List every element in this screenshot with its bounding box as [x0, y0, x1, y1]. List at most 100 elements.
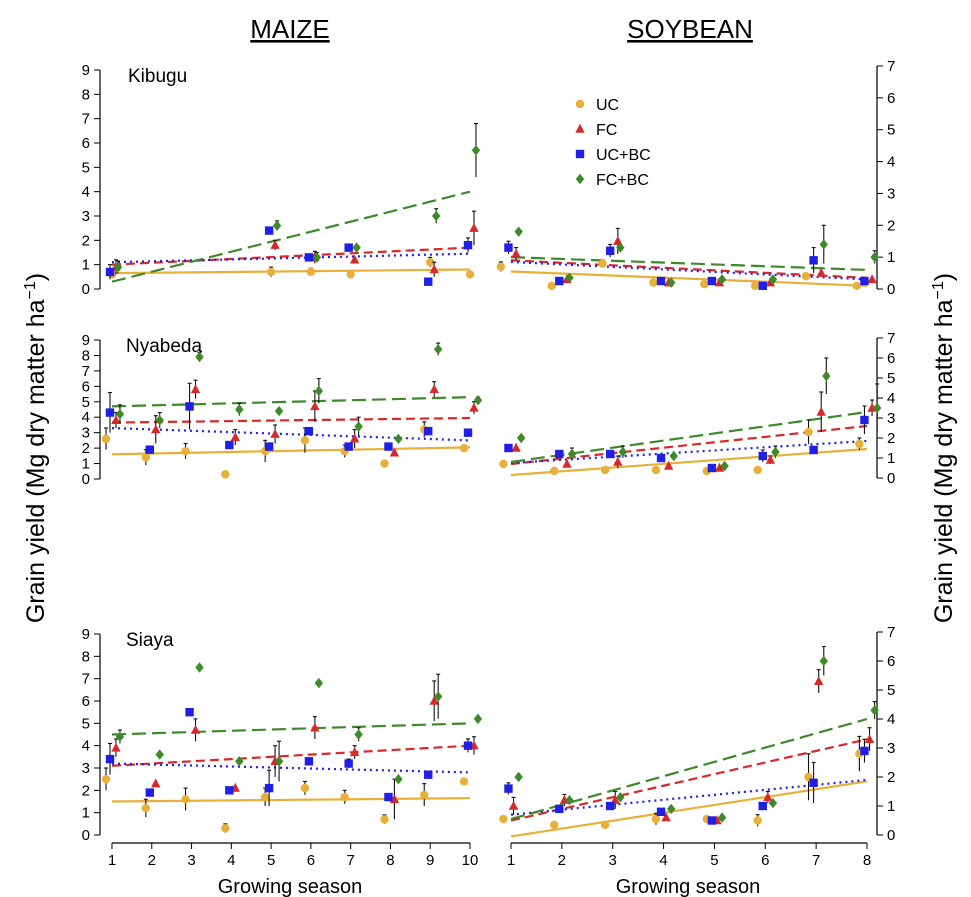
data-point-uc [496, 262, 506, 271]
y-tick-label: 1 [82, 805, 90, 822]
data-point-fc-plus-bc [870, 251, 879, 263]
data-point-uc-plus-bc [809, 778, 818, 787]
x-tick-label: 8 [863, 852, 871, 869]
trend-line-fc-plus-bc [111, 190, 471, 283]
data-point-fc [763, 792, 773, 801]
x-tick-label: 2 [558, 852, 566, 869]
x-tick-label: 4 [659, 852, 667, 869]
data-point-fc [511, 442, 521, 452]
data-point-fc-plus-bc [312, 252, 322, 263]
y-tick-label: 8 [82, 347, 90, 364]
x-tick-label: 7 [812, 852, 820, 869]
data-point-uc [459, 443, 469, 453]
data-point-fc [111, 415, 121, 425]
y-tick-label: 5 [887, 122, 895, 139]
data-point-uc-plus-bc [424, 770, 433, 779]
panel-soybean-kibugu: 0 1 2 3 4 5 6 7 [496, 58, 895, 298]
panel-maize-siaya: 0 1 2 3 4 5 6 7 8 9 1 2 3 4 5 6 7 8 9 10 Siaya [82, 626, 483, 869]
data-point-uc-plus-bc [463, 428, 473, 437]
panel-soybean-nyabeda: 0 1 2 3 4 5 6 7 [499, 330, 895, 487]
y-tick-label: 3 [82, 760, 90, 777]
data-point-uc-plus-bc [860, 276, 869, 286]
data-point-uc-plus-bc [344, 243, 353, 252]
trend-line-uc-plus-bc [111, 426, 471, 442]
data-point-fc-plus-bc [669, 450, 678, 462]
y-tick-label: 6 [82, 135, 90, 152]
data-point-uc-plus-bc [344, 759, 353, 768]
trend-line-fc-plus-bc [111, 722, 471, 736]
x-tick-label: 7 [346, 852, 354, 869]
x-tick-label: 4 [227, 852, 235, 869]
legend-marker-fc-plus-bc [575, 173, 585, 185]
data-point-uc [600, 465, 610, 475]
data-point-fc-plus-bc [433, 344, 443, 355]
y-tick-label: 2 [82, 232, 90, 249]
data-point-uc-plus-bc [384, 792, 393, 802]
y-tick-label: 0 [887, 827, 895, 844]
data-point-fc [661, 812, 671, 822]
data-point-fc [813, 676, 824, 685]
data-point-fc-plus-bc [717, 274, 727, 285]
data-point-fc [270, 240, 280, 249]
data-point-uc-plus-bc [605, 449, 615, 459]
data-point-fc-plus-bc [235, 756, 244, 767]
data-point-uc [700, 280, 709, 289]
data-point-fc [349, 433, 360, 443]
data-point-uc-plus-bc [809, 256, 818, 265]
data-point-fc-plus-bc [155, 749, 164, 760]
y-tick-label: 0 [82, 281, 90, 298]
legend-marker-uc [575, 99, 585, 109]
data-point-uc-plus-bc [605, 246, 615, 255]
data-point-uc [420, 790, 429, 799]
trend-line-fc [111, 744, 471, 767]
data-point-uc [380, 459, 389, 468]
data-point-fc-plus-bc [272, 220, 282, 231]
y-tick-label: 8 [82, 86, 90, 103]
y-tick-label: 2 [82, 782, 90, 799]
y-tick-label: 5 [82, 394, 90, 411]
data-point-uc-plus-bc [304, 757, 314, 766]
data-point-fc-plus-bc [819, 655, 828, 667]
data-point-fc [663, 460, 674, 470]
x-tick-label: 3 [187, 852, 195, 869]
trend-line-uc [510, 270, 868, 287]
y-tick-label: 2 [887, 769, 895, 786]
data-point-uc-plus-bc [656, 276, 666, 286]
data-point-uc [852, 281, 862, 291]
data-point-uc [459, 777, 469, 786]
data-point-fc-plus-bc [433, 691, 443, 702]
maize-column-title: MAIZE [250, 14, 329, 44]
x-tick-label: 8 [386, 852, 394, 869]
data-point-uc-plus-bc [758, 451, 767, 461]
data-point-uc-plus-bc [424, 277, 433, 286]
y-tick-label: 4 [82, 738, 90, 755]
data-point-fc-plus-bc [771, 446, 780, 458]
y-axis-label-left: Grain yield (Mg dry matter ha−1) [22, 273, 50, 623]
trend-line-fc [111, 416, 471, 424]
data-point-fc [310, 401, 320, 411]
data-point-fc-plus-bc [352, 242, 361, 253]
data-point-uc-plus-bc [145, 788, 154, 797]
data-point-fc-plus-bc [870, 705, 879, 716]
panel-maize-kibugu: 0 1 2 3 4 5 6 7 8 9 Kibugu [82, 62, 481, 298]
data-point-fc-plus-bc [195, 662, 204, 673]
data-point-uc-plus-bc [304, 426, 314, 436]
y-tick-label: 4 [82, 409, 90, 426]
panel-soybean-siaya: 0 1 2 3 4 5 6 7 1 2 3 4 5 6 7 8 [499, 624, 895, 869]
trend-line-fc [510, 738, 868, 822]
data-point-uc-plus-bc [424, 426, 433, 436]
data-point-fc [190, 724, 201, 734]
data-point-fc-plus-bc [354, 421, 363, 432]
trend-line-uc [510, 780, 868, 838]
data-point-fc [867, 274, 877, 284]
data-point-uc-plus-bc [504, 784, 513, 793]
data-point-uc-plus-bc [185, 707, 194, 717]
data-point-fc-plus-bc [565, 795, 574, 806]
data-point-fc [151, 778, 161, 788]
data-point-fc-plus-bc [113, 261, 123, 273]
data-point-fc-plus-bc [115, 731, 125, 742]
data-point-fc [816, 267, 826, 277]
data-point-fc-plus-bc [667, 803, 676, 815]
data-point-fc [864, 734, 875, 743]
